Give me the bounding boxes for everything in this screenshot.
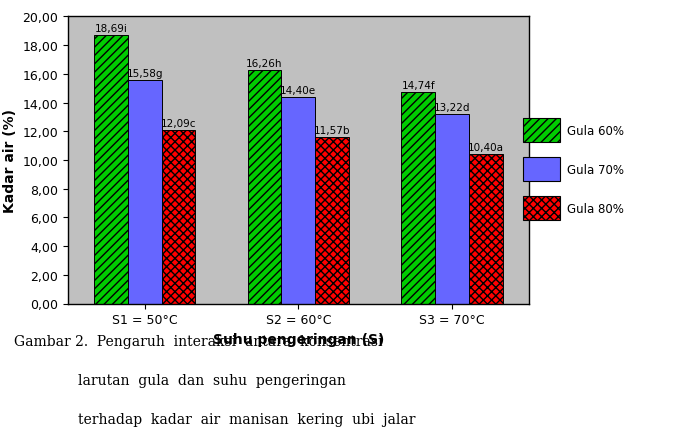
Bar xyxy=(469,155,502,304)
Bar xyxy=(401,93,435,304)
Text: 10,40a: 10,40a xyxy=(468,143,504,153)
X-axis label: Suhu pengeringan (S): Suhu pengeringan (S) xyxy=(213,332,384,346)
Text: Gula 80%: Gula 80% xyxy=(567,202,624,215)
Bar xyxy=(127,81,161,304)
Bar xyxy=(315,138,349,304)
Bar xyxy=(281,98,315,304)
Bar xyxy=(435,115,469,304)
Text: 11,57b: 11,57b xyxy=(314,126,351,136)
Text: 14,40e: 14,40e xyxy=(280,85,317,95)
Text: 12,09c: 12,09c xyxy=(161,118,196,128)
Text: 15,58g: 15,58g xyxy=(126,69,163,79)
Y-axis label: Kadar air (%): Kadar air (%) xyxy=(3,108,17,213)
FancyBboxPatch shape xyxy=(523,158,560,182)
Text: Gambar 2.  Pengaruh  interaksi  antara  konsentrasi: Gambar 2. Pengaruh interaksi antara kons… xyxy=(14,334,382,349)
Text: 18,69i: 18,69i xyxy=(94,24,127,34)
Text: 14,74f: 14,74f xyxy=(401,81,435,91)
Bar xyxy=(161,131,195,304)
Bar xyxy=(247,71,281,304)
Text: 13,22d: 13,22d xyxy=(434,102,471,112)
Text: Gula 70%: Gula 70% xyxy=(567,163,624,176)
Text: larutan  gula  dan  suhu  pengeringan: larutan gula dan suhu pengeringan xyxy=(78,373,346,387)
Bar xyxy=(94,36,127,304)
Text: 16,26h: 16,26h xyxy=(246,59,283,69)
Text: Gula 60%: Gula 60% xyxy=(567,125,624,138)
FancyBboxPatch shape xyxy=(523,119,560,143)
Text: terhadap  kadar  air  manisan  kering  ubi  jalar: terhadap kadar air manisan kering ubi ja… xyxy=(78,412,416,426)
FancyBboxPatch shape xyxy=(523,197,560,221)
